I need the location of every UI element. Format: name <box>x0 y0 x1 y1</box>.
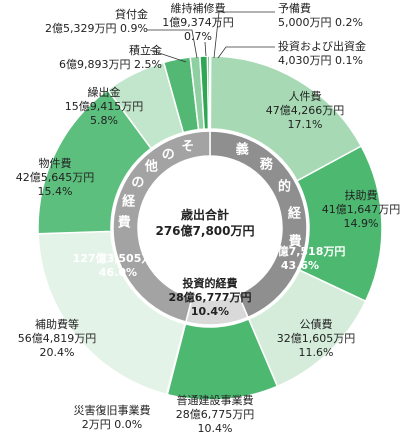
category-sonota-amount: 127億3,505万円 <box>72 252 164 265</box>
leader-line-3 <box>213 11 275 59</box>
category-sonota-pct: 46.0% <box>98 266 138 279</box>
center-label: 歳出合計 276億7,800万円 <box>150 207 260 239</box>
category-label-char: の <box>161 147 175 163</box>
category-label-char: 義 <box>235 142 249 158</box>
category-label-char: 経 <box>287 206 301 222</box>
slice-label-hojohi: 補助費等 56億4,819万円 20.4% <box>17 318 97 359</box>
slice-label-yobihi: 予備費 5,000万円 0.2% <box>278 2 363 29</box>
category-gimu-amount: 120億7,518万円 <box>254 245 346 258</box>
center-disc <box>139 157 281 299</box>
slice-label-bukkenhi: 物件費 42億5,645万円 15.4% <box>15 157 95 198</box>
category-ring-gimu <box>209 130 308 319</box>
slice-label-kashitsukekin: 貸付金 2億5,329万円 0.9% <box>45 8 148 35</box>
category-label-char: 経 <box>122 194 136 210</box>
slice-label-iji-hoshuhi: 維持補修費 1億9,374万円 0.7% <box>162 2 234 43</box>
center-title: 歳出合計 <box>180 208 229 222</box>
category-label-char: の <box>131 175 145 191</box>
leader-line-4 <box>217 46 275 59</box>
category-label-char: 務 <box>259 157 273 173</box>
slice-label-futsuu-kensetsu: 普通建設事業費 28億6,775万円 10.4% <box>175 394 255 435</box>
slice-label-kousaihi: 公債費 32億1,605万円 11.6% <box>276 318 356 359</box>
category-toushi-pct: 10.4% <box>190 305 230 318</box>
leader-line-1 <box>149 49 187 63</box>
category-gimu-values: 120億7,518万円 43.6% <box>250 245 350 273</box>
pie-slice-5 <box>37 230 186 396</box>
slice-label-tsumitatekin: 積立金 6億9,893万円 2.5% <box>59 44 162 71</box>
category-ring-sonota <box>112 130 211 323</box>
category-toushi-values: 投資的経費 28億6,777万円 10.4% <box>155 277 265 319</box>
leader-line-0 <box>147 29 198 59</box>
category-label-char: 費 <box>117 215 131 230</box>
category-label-char: そ <box>181 139 195 155</box>
pie-slice-12 <box>208 55 212 130</box>
center-amount: 276億7,800万円 <box>155 224 255 238</box>
category-label-char: 的 <box>277 179 291 195</box>
category-toushi-amount: 28億6,777万円 <box>168 291 252 304</box>
slice-label-jinkenhi: 人件費 47億4,266万円 17.1% <box>265 90 345 131</box>
leader-line-2 <box>204 41 207 57</box>
category-sonota-values: 127億3,505万円 46.0% <box>68 252 168 280</box>
slice-label-kuridashikin: 繰出金 15億9,415万円 5.8% <box>64 86 144 127</box>
category-toushi-label: 投資的経費 <box>182 277 238 290</box>
slice-label-toushi-shusshikin: 投資および出資金 4,030万円 0.1% <box>278 40 366 67</box>
slice-label-saigai-fukkyu: 災害復旧事業費 2万円 0.0% <box>73 404 151 431</box>
category-label-char: 他 <box>144 159 158 175</box>
slice-label-fujohi: 扶助費 41億1,647万円 14.9% <box>321 189 401 230</box>
category-gimu-pct: 43.6% <box>280 259 320 272</box>
category-label-char: 費 <box>288 234 302 250</box>
